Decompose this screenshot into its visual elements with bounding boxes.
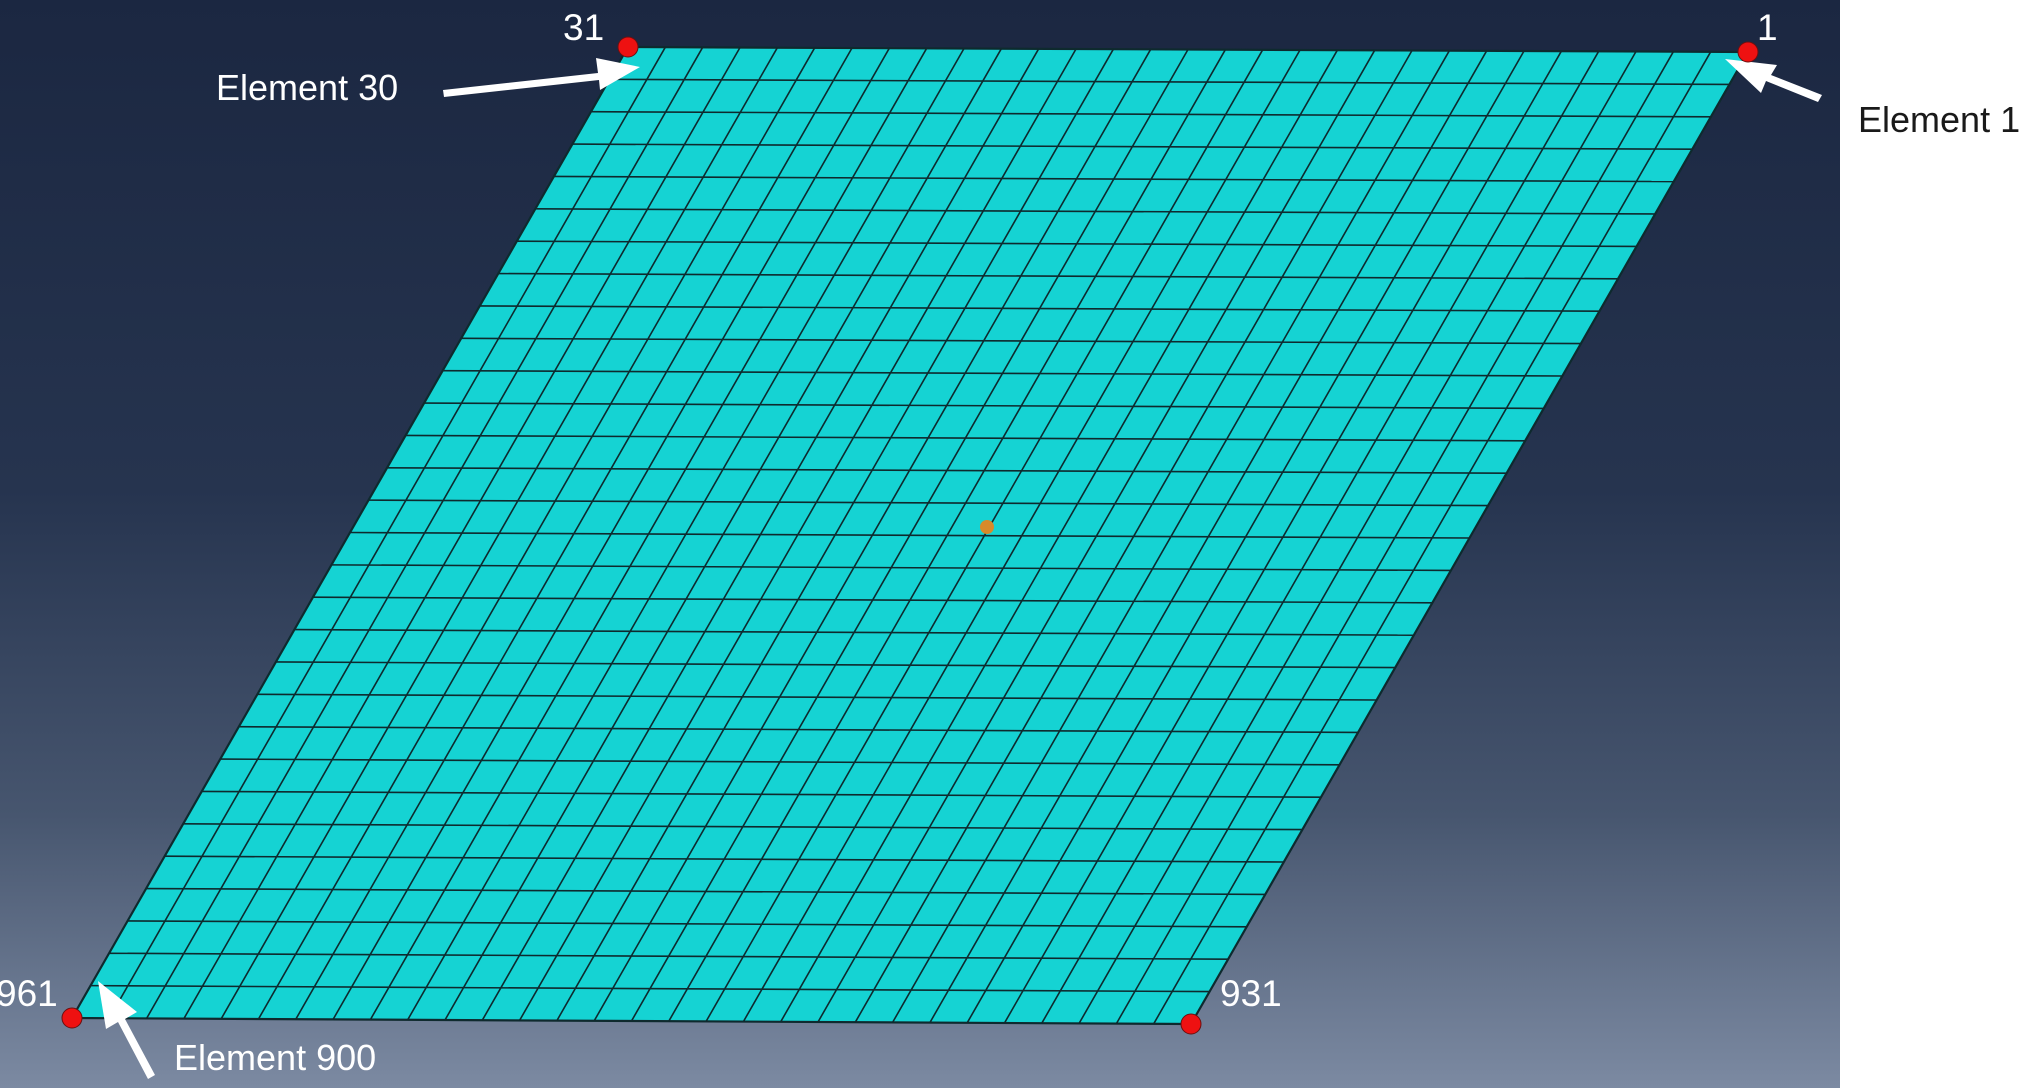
node-31-marker bbox=[617, 36, 639, 58]
node-931-marker bbox=[1180, 1013, 1202, 1035]
center-marker bbox=[980, 520, 994, 534]
mesh-column-line bbox=[295, 47, 853, 1020]
node-markers bbox=[61, 36, 1759, 1035]
mesh-column-line bbox=[1078, 51, 1637, 1024]
mesh-column-line bbox=[1003, 50, 1563, 1024]
node-label-931: 931 bbox=[1220, 973, 1282, 1014]
mesh-column-line bbox=[929, 50, 1488, 1023]
mesh bbox=[70, 45, 1750, 1026]
mesh-column-line bbox=[854, 50, 1413, 1023]
mesh-column-line bbox=[1115, 51, 1675, 1024]
node-961-marker bbox=[61, 1007, 83, 1029]
mesh-column-line bbox=[742, 49, 1301, 1022]
node-1-marker bbox=[1737, 41, 1759, 63]
mesh-column-line bbox=[220, 47, 779, 1020]
mesh-column-line bbox=[183, 47, 741, 1019]
mesh-column-line bbox=[817, 49, 1376, 1023]
arrow-element-30 bbox=[443, 58, 640, 97]
mesh-column-line bbox=[108, 46, 667, 1019]
mesh-column-line bbox=[1041, 50, 1600, 1024]
mesh-column-line bbox=[891, 50, 1451, 1023]
annotation-element-30: Element 30 bbox=[216, 67, 399, 108]
mesh-column-line bbox=[257, 47, 816, 1020]
arrow-element-1 bbox=[1725, 59, 1822, 102]
mesh-column-line bbox=[145, 46, 704, 1019]
mesh-column-line bbox=[668, 49, 1227, 1022]
mesh-column-line bbox=[481, 48, 1040, 1021]
node-label-31: 31 bbox=[563, 7, 605, 48]
node-label-961: 961 bbox=[0, 973, 58, 1014]
mesh-column-line bbox=[705, 49, 1264, 1022]
arrow-element-900 bbox=[98, 981, 155, 1079]
mesh-column-line bbox=[444, 48, 1003, 1021]
annotation-element-900: Element 900 bbox=[174, 1037, 377, 1078]
mesh-column-line bbox=[407, 48, 965, 1021]
mesh-column-line bbox=[369, 47, 928, 1020]
annotation-arrows bbox=[98, 58, 1822, 1079]
mesh-column-line bbox=[780, 49, 1339, 1023]
mesh-column-line bbox=[556, 48, 1115, 1021]
mesh-column-line bbox=[630, 49, 1189, 1022]
node-label-1: 1 bbox=[1757, 7, 1778, 48]
annotation-element-1: Element 1 bbox=[1858, 99, 2021, 140]
mesh-column-line bbox=[518, 48, 1077, 1021]
mesh-column-line bbox=[1153, 51, 1712, 1025]
mesh-column-line bbox=[966, 50, 1525, 1024]
mesh-column-line bbox=[332, 47, 891, 1020]
mesh-column-line bbox=[593, 48, 1152, 1022]
